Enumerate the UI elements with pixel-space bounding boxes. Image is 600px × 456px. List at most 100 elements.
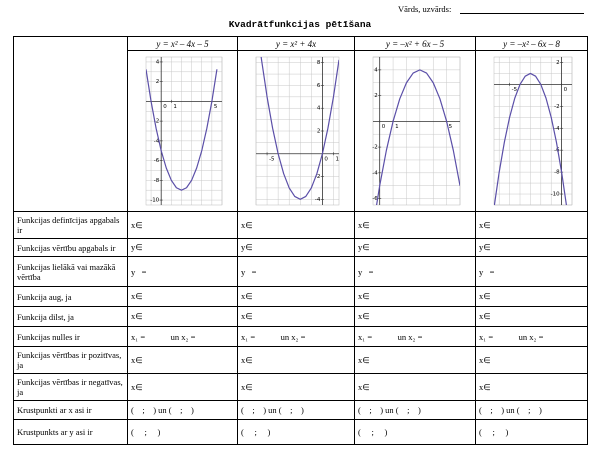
formula: y = –x² – 6x – 8 [475,36,588,51]
y-tick-label: 2 [156,79,160,85]
parabola [146,69,218,191]
answer-cell: y∈ [475,238,588,257]
y-tick-label: -2 [154,119,159,125]
answer-cell: x∈ [237,211,355,239]
answer-cell: x∈ [475,211,588,239]
table-row: Funkcijas vērtību apgabals ir y∈ y∈ y∈ y∈ [13,238,588,257]
graph: 2 -2 -4 -6 -8 -10 -5 0 [493,56,573,206]
table-row: Krustpunkts ar y asi ir( ; )( ; )( ; )( … [13,419,588,445]
plot-frame [372,56,461,206]
table-row: Funkcijas lielākā vai mazākā vērtība y = y… [13,256,588,287]
answer-cell: ( ; ) un ( ; ) [127,400,238,420]
table-row: Krustpunkti ar x asi ir( ; ) un ( ; )( ;… [13,400,588,420]
answer-cell: y∈ [127,238,238,257]
answer-cell: ( ; ) [475,419,588,445]
graph-cell: 4 2 -2 -4 -6 -8 -10 0 1 5 [127,50,238,212]
table-row: Funkcija aug, ja x∈ x∈ x∈ x∈ [13,286,588,307]
y-tick-label: -10 [150,198,159,204]
answer-cell: y = [237,256,355,287]
x-tick-label: 0 [163,104,167,110]
x-tick-label: -5 [512,87,518,93]
formula: y = x² + 4x [237,36,355,51]
y-tick-label: 2 [374,93,378,99]
answer-cell: x₁ = un x₂ = [475,326,588,347]
y-tick-label: 2 [556,60,560,66]
answer-cell: y = [127,256,238,287]
row-label: Funkcijas vērtību apgabals ir [13,238,128,257]
formula: y = x² – 4x – 5 [127,36,238,51]
x-tick-label: 0 [382,124,386,130]
answer-cell: x∈ [127,306,238,327]
row-label: Funkcijas definīcijas apgabals ir [13,211,128,239]
y-tick-label: -4 [154,138,160,144]
x-tick-label: 5 [449,124,453,130]
y-tick-label: -4 [372,170,378,176]
row-label: Funkcija dilst, ja [13,306,128,327]
answer-cell: ( ; ) [127,419,238,445]
answer-cell: x∈ [354,373,476,401]
x-tick-label: 5 [214,104,218,110]
y-tick-label: -10 [551,192,560,198]
parabola [494,72,568,205]
answer-cell: x₁ = un x₂ = [127,326,238,347]
x-tick-label: 1 [335,156,339,162]
x-tick-label: 1 [173,104,177,110]
y-tick-label: 8 [317,60,321,66]
y-tick-label: -6 [372,196,378,202]
answer-cell: x∈ [127,286,238,307]
y-tick-label: -6 [554,148,560,154]
answer-cell: x∈ [354,346,476,374]
y-tick-label: -4 [554,126,560,132]
answer-cell: ( ; ) un ( ; ) [354,400,476,420]
answer-cell: y∈ [354,238,476,257]
graph-cell: 2 -2 -4 -6 -8 -10 -5 0 [475,50,588,212]
plot-frame [493,56,573,206]
y-tick-label: 4 [156,59,160,65]
answer-cell: x∈ [475,373,588,401]
answer-cell: x∈ [237,306,355,327]
y-tick-label: 4 [374,67,378,73]
answer-cell: x∈ [127,211,238,239]
table-row: Funkcijas vērtības ir negatīvas, ja x∈ x∈ x… [13,373,588,401]
graph: 4 2 -2 -4 -6 0 1 5 [372,56,461,206]
answer-cell: y∈ [237,238,355,257]
y-tick-label: -2 [372,145,377,151]
y-tick-label: -8 [554,170,560,176]
name-underline [460,13,584,14]
x-tick-label: 1 [395,124,399,130]
parabola [260,57,339,200]
x-tick-label: -5 [269,156,275,162]
y-tick-label: 4 [317,106,321,112]
row-label: Funkcijas nulles ir [13,326,128,347]
formula: y = –x² + 6x – 5 [354,36,476,51]
row-label: Funkcija aug, ja [13,286,128,307]
graph: 4 2 -2 -4 -6 -8 -10 0 1 5 [145,56,223,206]
answer-cell: y = [354,256,476,287]
x-tick-label: 0 [564,87,568,93]
row-label: Funkcijas lielākā vai mazākā vērtība [13,256,128,287]
table-row: Funkcijas nulles ir x₁ = un x₂ = x₁ = un x… [13,326,588,347]
name-label: Vārds, uzvārds: [398,4,452,14]
graph: 8 6 4 2 -2 -4 -5 0 1 [255,56,340,206]
empty-cell [13,36,128,212]
answer-cell: x₁ = un x₂ = [237,326,355,347]
answer-cell: x∈ [354,286,476,307]
plot-frame [255,56,340,206]
answer-cell: x∈ [475,286,588,307]
answer-cell: ( ; ) un ( ; ) [475,400,588,420]
answer-cell: x∈ [237,373,355,401]
answer-cell: x∈ [475,306,588,327]
y-tick-label: -2 [315,174,320,180]
answer-cell: x∈ [127,346,238,374]
y-tick-label: 6 [317,83,321,89]
y-tick-label: -4 [315,197,321,203]
answer-cell: x₁ = un x₂ = [354,326,476,347]
page-title: Kvadrātfunkcijas pētīšana [228,19,372,30]
plot-frame [145,56,223,206]
answer-cell: x∈ [237,346,355,374]
y-tick-label: -8 [154,178,160,184]
row-label: Krustpunkti ar x asi ir [13,400,128,420]
y-tick-label: 2 [317,129,321,135]
